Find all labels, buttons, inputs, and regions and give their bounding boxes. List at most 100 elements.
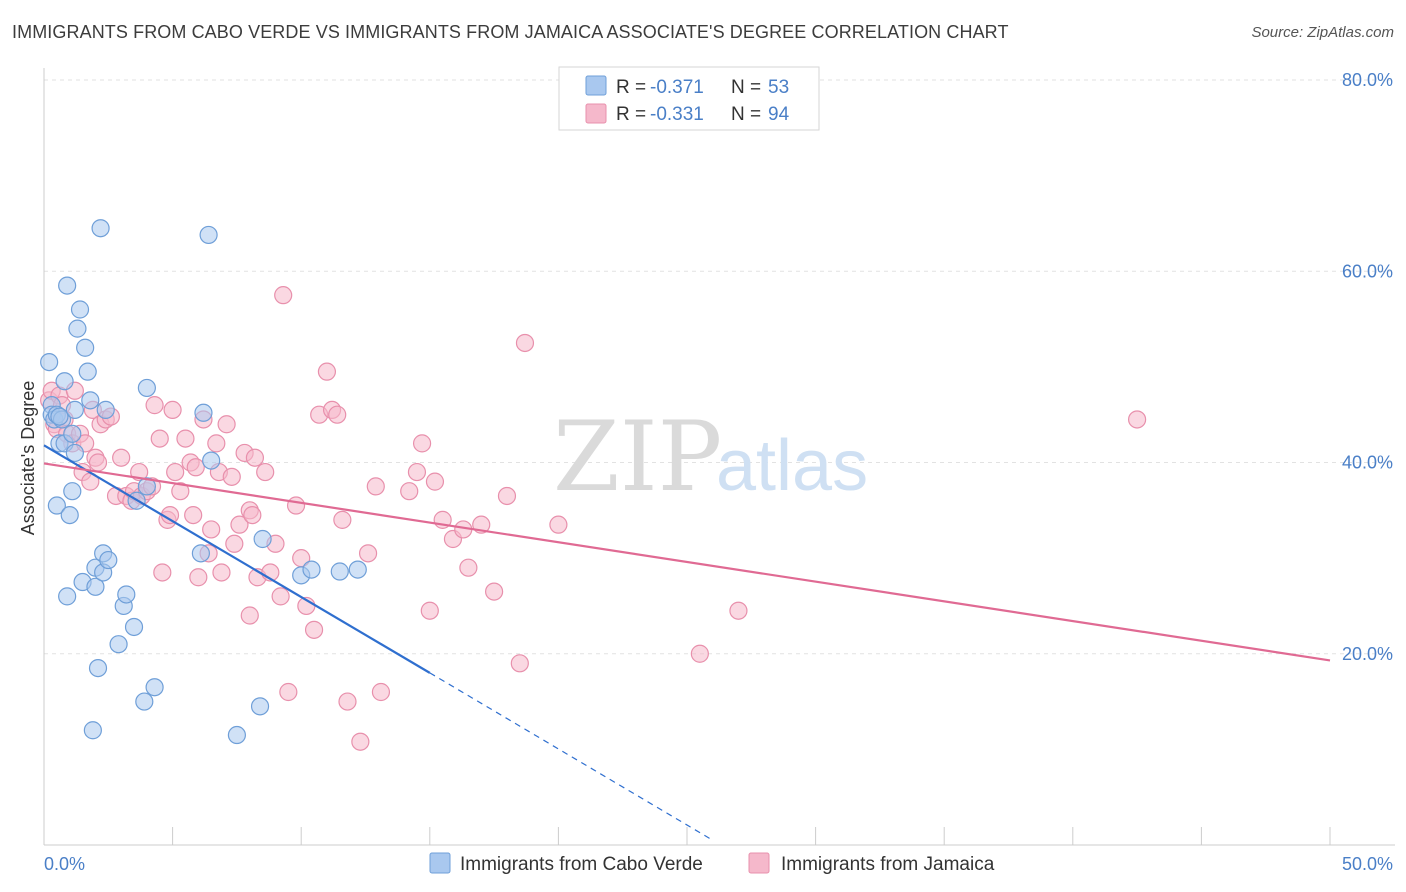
jamaica-point-31	[153, 563, 172, 582]
cabo-verde-point-48	[330, 562, 349, 581]
jamaica-point-16	[88, 453, 108, 472]
legend-r-value-blue: -0.371	[650, 77, 704, 98]
jamaica-point-41	[189, 568, 208, 587]
cabo-verde-point-52	[63, 424, 82, 443]
cabo-verde-point-13	[63, 482, 82, 501]
cabo-verde-point-47	[302, 560, 321, 579]
cabo-verde-point-25	[88, 658, 108, 678]
jamaica-point-80	[412, 434, 432, 453]
jamaica-point-64	[286, 496, 306, 515]
jamaica-point-90	[510, 654, 529, 673]
cabo-verde-point-20	[78, 362, 97, 381]
cabo-verde-point-22	[83, 721, 102, 740]
cabo-verde-points	[40, 219, 367, 745]
jamaica-point-73	[338, 692, 357, 711]
y-axis-label: Associate's Degree	[18, 381, 38, 536]
cabo-verde-point-8	[55, 372, 74, 391]
cabo-verde-trend-extension	[429, 672, 714, 841]
cabo-verde-point-19	[76, 338, 95, 357]
jamaica-point-86	[459, 558, 478, 577]
jamaica-point-21	[112, 448, 131, 467]
axes	[43, 68, 1395, 846]
jamaica-point-79	[407, 462, 427, 482]
y-tick-label-60: 60.0%	[1342, 261, 1393, 281]
jamaica-points	[40, 286, 1147, 751]
cabo-verde-point-41	[199, 225, 218, 245]
jamaica-point-36	[171, 482, 190, 501]
bottom-legend-label-cabo-verde: Immigrants from Cabo Verde	[460, 854, 703, 875]
trend-lines	[43, 444, 1331, 841]
jamaica-point-78	[400, 482, 419, 501]
cabo-verde-point-10	[58, 276, 77, 295]
cabo-verde-point-11	[58, 587, 77, 606]
cabo-verde-point-5	[47, 496, 66, 515]
legend-swatch-blue	[585, 75, 607, 96]
y-tick-label-20: 20.0%	[1342, 644, 1393, 664]
x-tick-labels: 0.0% 50.0%	[44, 854, 1393, 874]
jamaica-point-30	[150, 429, 169, 448]
cabo-verde-point-0	[40, 352, 59, 372]
jamaica-point-55	[243, 505, 262, 525]
cabo-verde-point-33	[124, 617, 144, 637]
jamaica-point-44	[202, 520, 221, 539]
cabo-verde-point-45	[253, 529, 272, 549]
jamaica-point-74	[351, 732, 370, 751]
cabo-verde-point-43	[227, 725, 246, 745]
bottom-legend-label-jamaica: Immigrants from Jamaica	[781, 854, 995, 875]
jamaica-point-48	[217, 415, 236, 434]
cabo-verde-point-32	[117, 585, 136, 604]
jamaica-point-95	[1127, 410, 1147, 429]
jamaica-point-92	[549, 515, 568, 534]
jamaica-point-89	[497, 486, 517, 506]
cabo-verde-point-29	[99, 550, 118, 570]
legend-n-value-pink: 94	[768, 104, 790, 125]
bottom-legend-swatch-cabo-verde	[429, 852, 451, 874]
cabo-verde-point-12	[60, 505, 79, 525]
jamaica-point-69	[317, 362, 337, 381]
cabo-verde-point-38	[145, 678, 164, 697]
cabo-verde-point-51	[50, 407, 69, 426]
legend-r-label-pink: R =	[616, 104, 646, 125]
bottom-legend-swatch-jamaica	[748, 852, 770, 874]
jamaica-point-49	[222, 467, 241, 486]
jamaica-point-91	[515, 333, 535, 353]
jamaica-point-58	[256, 462, 275, 482]
jamaica-point-53	[240, 606, 259, 625]
cabo-verde-trend-line	[43, 444, 431, 674]
cabo-verde-point-50	[96, 400, 115, 420]
cabo-verde-point-35	[135, 692, 154, 711]
cabo-verde-point-36	[137, 477, 156, 496]
correlation-legend: R = -0.371 N = 53 R = -0.331 N = 94	[558, 66, 820, 131]
jamaica-point-94	[729, 601, 748, 620]
cabo-verde-point-37	[137, 378, 156, 398]
jamaica-point-50	[225, 534, 244, 553]
cabo-verde-point-49	[348, 560, 367, 579]
jamaica-point-62	[274, 286, 293, 305]
legend-n-label-pink: N =	[731, 104, 761, 125]
y-tick-label-40: 40.0%	[1342, 453, 1393, 473]
y-tick-labels: 20.0% 40.0% 60.0% 80.0%	[1342, 70, 1393, 664]
x-tick-label-min: 0.0%	[44, 854, 85, 874]
cabo-verde-point-42	[202, 451, 221, 470]
jamaica-point-82	[425, 472, 445, 491]
legend-swatch-pink	[585, 103, 607, 124]
cabo-verde-point-17	[70, 300, 90, 319]
watermark: ZIP atlas	[553, 401, 868, 513]
cabo-verde-point-24	[86, 577, 105, 596]
legend-r-label-blue: R =	[616, 77, 646, 98]
cabo-verde-point-44	[250, 697, 270, 716]
jamaica-point-34	[163, 400, 182, 420]
cabo-verde-point-30	[109, 635, 128, 654]
jamaica-point-67	[304, 620, 324, 639]
jamaica-point-37	[176, 429, 195, 448]
y-tick-label-80: 80.0%	[1342, 70, 1393, 90]
jamaica-point-56	[245, 448, 265, 467]
jamaica-point-88	[485, 582, 504, 601]
x-tick-label-max: 50.0%	[1342, 854, 1393, 874]
jamaica-point-81	[420, 601, 439, 620]
watermark-zip: ZIP	[553, 401, 722, 513]
jamaica-point-47	[212, 563, 231, 582]
cabo-verde-point-39	[191, 544, 210, 563]
jamaica-point-51	[230, 515, 249, 534]
cabo-verde-point-14	[65, 400, 84, 420]
